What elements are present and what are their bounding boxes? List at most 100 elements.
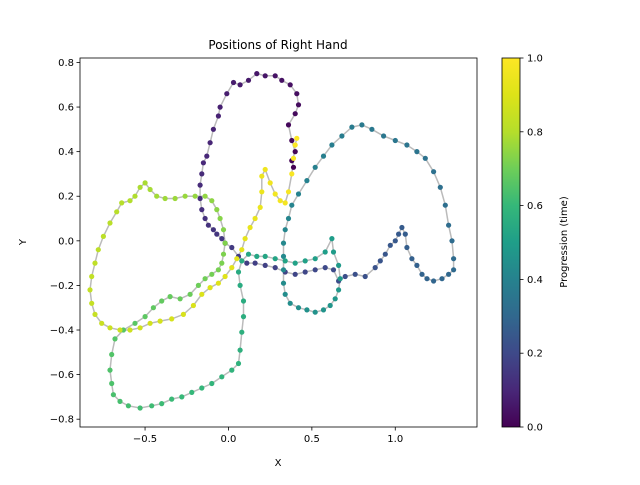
- data-point: [245, 77, 252, 83]
- data-point: [89, 300, 95, 306]
- data-point: [277, 198, 283, 204]
- data-point: [396, 231, 402, 237]
- data-point: [229, 265, 235, 271]
- data-point: [282, 200, 288, 206]
- trajectory-line: [89, 72, 455, 409]
- data-point: [329, 142, 335, 148]
- data-point: [210, 126, 216, 132]
- colorbar-gradient: [502, 58, 520, 427]
- data-point: [280, 280, 287, 286]
- data-point: [312, 309, 318, 315]
- data-point: [399, 224, 405, 231]
- x-tick-label: 1.0: [387, 434, 403, 445]
- data-point: [292, 111, 298, 117]
- data-point: [320, 307, 327, 313]
- data-point: [424, 276, 430, 282]
- data-point: [239, 329, 245, 335]
- data-point: [244, 260, 250, 266]
- data-point: [446, 271, 452, 277]
- data-point: [272, 191, 278, 197]
- plot-frame: [79, 57, 478, 428]
- data-point: [179, 394, 185, 400]
- data-point: [312, 164, 318, 170]
- data-point: [159, 298, 165, 304]
- data-point: [100, 233, 106, 239]
- data-point: [220, 251, 227, 257]
- y-tick-label: 0.4: [58, 147, 74, 158]
- y-axis-ticks: −0.8 −0.6 −0.4 −0.2 0.0 0.2 0.4 0.6 0.8: [50, 58, 80, 426]
- data-point: [254, 253, 260, 259]
- data-point: [109, 380, 115, 387]
- colorbar-tick-label: 0.0: [527, 423, 543, 434]
- data-point: [125, 403, 131, 409]
- data-point: [149, 403, 155, 409]
- data-point: [289, 202, 295, 208]
- data-point: [295, 102, 302, 108]
- data-point: [192, 193, 198, 199]
- data-point: [217, 215, 223, 222]
- x-tick-label: 0.0: [221, 434, 237, 445]
- data-point: [285, 215, 292, 222]
- data-point: [282, 291, 288, 297]
- data-point: [222, 273, 228, 280]
- data-point: [229, 244, 235, 251]
- data-point: [302, 269, 308, 275]
- data-point: [92, 260, 98, 266]
- data-point: [292, 260, 298, 266]
- data-point: [219, 236, 225, 242]
- data-point: [290, 164, 297, 170]
- data-point: [202, 193, 208, 199]
- data-point: [199, 207, 205, 213]
- data-point: [292, 149, 298, 155]
- data-point: [199, 291, 205, 297]
- data-point: [99, 320, 105, 326]
- data-point: [242, 236, 248, 242]
- data-point: [327, 302, 333, 309]
- data-point: [259, 189, 265, 195]
- data-point: [207, 140, 213, 146]
- data-point: [267, 180, 273, 186]
- colorbar-frame: [501, 57, 521, 428]
- data-point: [137, 325, 143, 331]
- data-point: [189, 389, 195, 395]
- data-point: [442, 202, 448, 208]
- data-point: [237, 347, 243, 353]
- data-point: [117, 327, 123, 333]
- y-axis-label: Y: [18, 238, 29, 246]
- data-point: [237, 282, 243, 288]
- data-point: [322, 265, 328, 271]
- data-point: [287, 300, 293, 306]
- data-point: [372, 265, 378, 271]
- data-point: [235, 269, 242, 275]
- data-point: [112, 336, 118, 342]
- data-point: [304, 307, 310, 313]
- data-point: [322, 249, 328, 255]
- data-point: [247, 224, 253, 231]
- data-point: [240, 314, 247, 320]
- data-point: [414, 149, 420, 155]
- data-point: [422, 155, 428, 161]
- y-tick-label: 0.6: [58, 103, 74, 114]
- data-point: [217, 104, 223, 110]
- data-point: [127, 327, 133, 333]
- data-point: [182, 193, 188, 199]
- data-point: [132, 320, 138, 326]
- data-point: [92, 311, 98, 317]
- data-point: [127, 198, 133, 204]
- colorbar: 0.0 0.2 0.4 0.6 0.8 1.0 Progression (time): [501, 54, 570, 434]
- data-point: [172, 195, 178, 202]
- colorbar-tick-label: 0.4: [527, 275, 543, 286]
- data-point: [381, 133, 387, 139]
- data-point: [220, 227, 227, 233]
- data-point: [279, 77, 285, 83]
- data-point: [167, 294, 173, 300]
- data-point: [200, 160, 206, 166]
- data-point: [89, 273, 95, 280]
- data-point: [290, 155, 297, 161]
- data-point: [451, 256, 457, 262]
- data-point: [285, 189, 292, 195]
- data-point: [449, 238, 455, 244]
- data-point: [409, 256, 415, 262]
- data-point: [252, 215, 258, 222]
- data-point: [169, 316, 175, 322]
